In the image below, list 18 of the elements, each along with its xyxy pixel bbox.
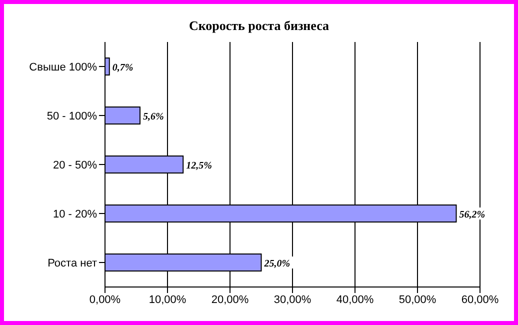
x-tick-label: 30,00% [274, 294, 312, 306]
y-tick-label: 20 - 50% [52, 159, 98, 172]
data-label: 25,0% [263, 258, 290, 270]
y-tick-label: Свыше 100% [29, 61, 98, 74]
data-label: 12,5% [186, 160, 212, 172]
x-tick-label: 60,00% [461, 294, 499, 306]
data-label: 5,6% [143, 112, 164, 122]
x-tick-label: 20,00% [211, 294, 249, 306]
x-tick-label: 40,00% [336, 294, 374, 306]
data-label: 56,2% [459, 210, 486, 220]
x-tick-label: 0,00% [89, 294, 121, 306]
y-tick-label: 50 - 100% [46, 110, 98, 122]
y-tick-label: 10 - 20% [52, 208, 98, 220]
x-tick-label: 50,00% [398, 294, 436, 306]
y-tick-label: Роста нет [48, 257, 97, 270]
chart-title: Скорость роста бизнеса [188, 18, 330, 34]
data-label: 0,7% [112, 62, 134, 74]
x-tick-label: 10,00% [148, 294, 186, 306]
